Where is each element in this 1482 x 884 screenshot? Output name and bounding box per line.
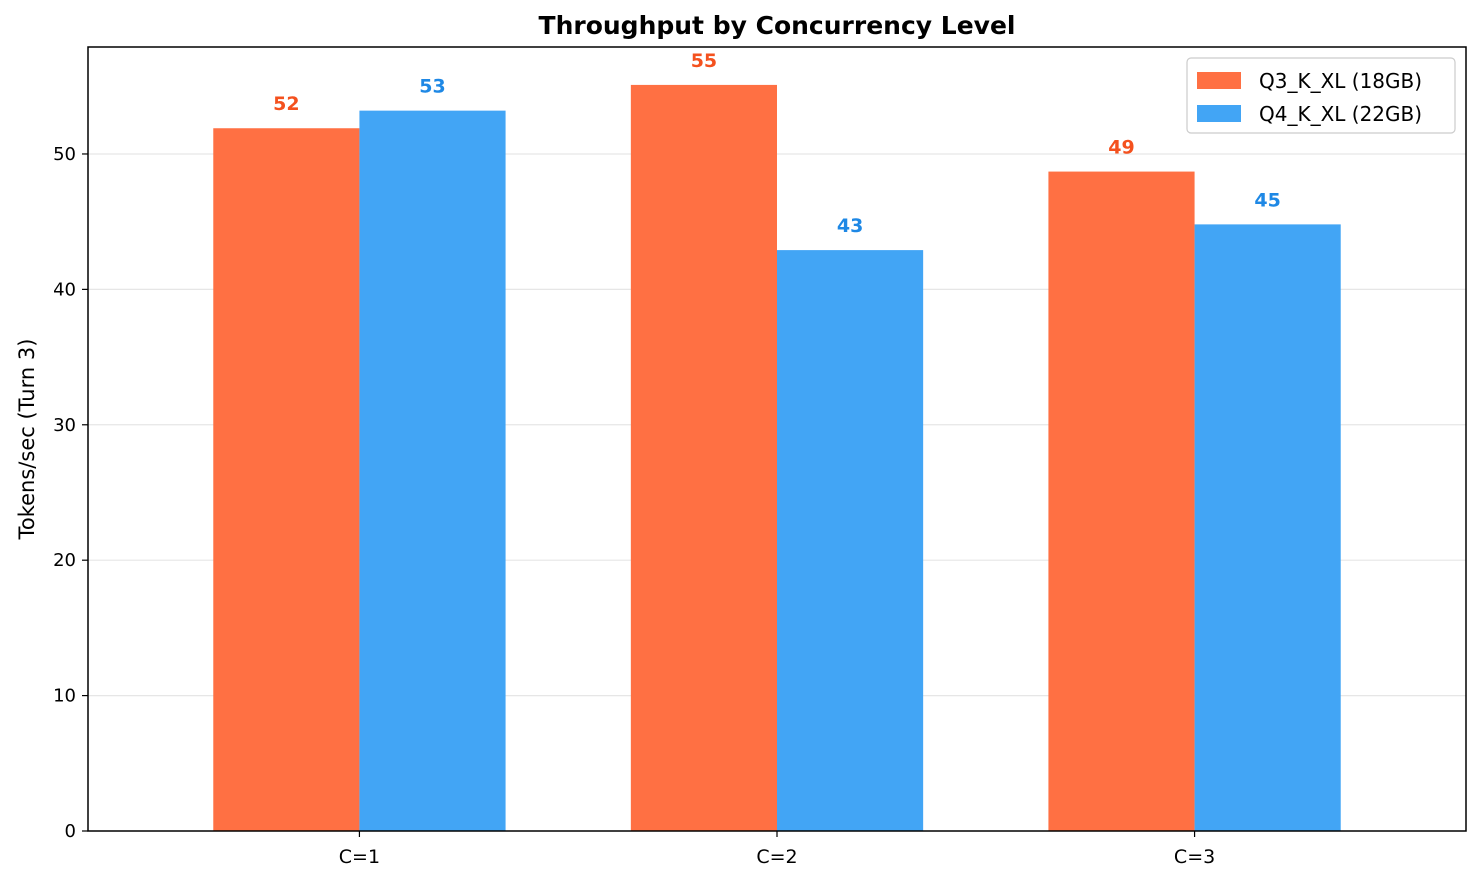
data-label: 55 (691, 50, 717, 72)
legend-entry: Q4_K_XL (22GB) (1259, 102, 1422, 126)
y-tick-label: 40 (53, 279, 76, 300)
data-label: 52 (273, 93, 299, 115)
bar (630, 84, 777, 832)
bar (1048, 171, 1195, 832)
legend-swatch (1197, 72, 1241, 89)
data-labels: 52 53 55 43 49 45 (273, 50, 1281, 237)
legend-swatch (1197, 105, 1241, 122)
legend-box (1186, 57, 1456, 134)
bar (213, 128, 360, 831)
legend-entry: Q3_K_XL (18GB) (1259, 69, 1422, 93)
bars (213, 84, 1341, 832)
data-label: 49 (1108, 137, 1134, 159)
y-tick-label: 10 (53, 686, 76, 707)
data-label: 43 (837, 215, 863, 237)
data-label: 45 (1254, 189, 1280, 211)
y-axis-label: Tokens/sec (Turn 3) (15, 339, 39, 541)
y-axis-ticks: 0 10 20 30 40 50 (53, 144, 88, 842)
y-tick-label: 50 (53, 144, 76, 165)
legend: Q3_K_XL (18GB) Q4_K_XL (22GB) (1186, 57, 1456, 134)
y-tick-label: 30 (53, 415, 76, 436)
bar (359, 110, 506, 832)
x-axis-ticks: C=1 C=2 C=3 (339, 831, 1215, 868)
x-tick-label: C=2 (756, 846, 797, 868)
x-tick-label: C=3 (1174, 846, 1215, 868)
data-label: 53 (419, 76, 445, 98)
chart-title: Throughput by Concurrency Level (539, 11, 1016, 40)
y-tick-label: 0 (65, 821, 76, 842)
x-tick-label: C=1 (339, 846, 380, 868)
bar (1194, 224, 1341, 831)
y-tick-label: 20 (53, 550, 76, 571)
bar (777, 250, 924, 831)
